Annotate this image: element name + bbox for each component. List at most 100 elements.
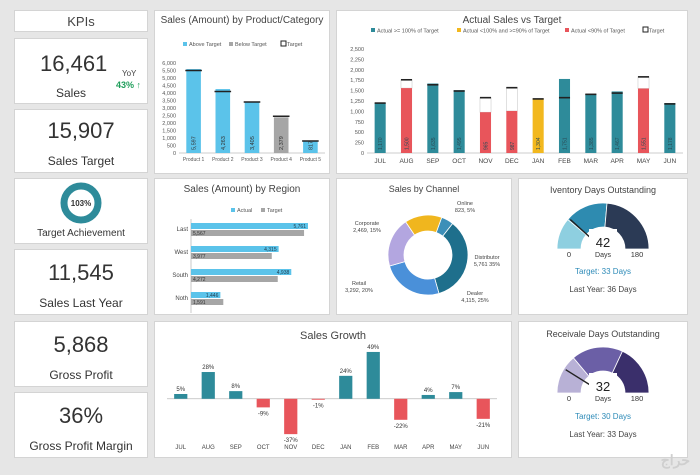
legend-label: Target xyxy=(649,29,665,35)
region-chart: Actual Target Last 5,761 5,567 West 4,315 3,977… xyxy=(172,208,308,313)
sales-label: Sales xyxy=(55,86,87,100)
gauge-min-label: 0 xyxy=(567,394,571,403)
actual-value-label: 5,761 xyxy=(293,224,306,230)
bar-value-label: 1,751 xyxy=(563,137,569,150)
bar xyxy=(427,83,439,153)
y-tick-label: 2,000 xyxy=(162,121,176,127)
legend-label: Actual >= 100% of Target xyxy=(377,29,439,35)
bar-value-label: 817 xyxy=(308,141,314,150)
target-value-label: 5,567 xyxy=(193,231,206,237)
y-tick-label: 0 xyxy=(173,151,176,157)
x-tick-label: FEB xyxy=(367,445,379,451)
x-tick-label: Product 5 xyxy=(300,157,322,163)
bar-value-label: 1,635 xyxy=(431,137,437,150)
growth-bar xyxy=(174,394,188,399)
growth-bar xyxy=(201,372,215,399)
legend-swatch xyxy=(183,42,187,46)
receivable-last-year: Last Year: 33 Days xyxy=(569,430,637,439)
x-tick-label: FEB xyxy=(558,158,571,165)
y-tick-label: 4,000 xyxy=(162,91,176,97)
yoy-label: YoY xyxy=(122,69,137,78)
x-tick-label: Product 2 xyxy=(212,157,234,163)
legend-label: Below Target xyxy=(235,42,267,48)
growth-value-label: 49% xyxy=(367,345,380,351)
gross-profit-card: 5,868 Gross Profit xyxy=(14,321,148,387)
growth-value-label: -22% xyxy=(394,424,409,430)
x-tick-label: SEP xyxy=(230,445,242,451)
target-gap-outline xyxy=(479,97,492,113)
gross-profit-margin-card: 36% Gross Profit Margin xyxy=(14,392,148,458)
sales-target-label: Sales Target xyxy=(47,154,115,168)
y-tick-label: 250 xyxy=(355,141,364,147)
channel-chart-card: Sales by Channel Online 823, 5% Distributo… xyxy=(336,178,512,315)
x-tick-label: JAN xyxy=(340,445,351,451)
legend-label: Actual <90% of Target xyxy=(571,29,625,35)
bar xyxy=(244,101,260,153)
legend-label: Above Target xyxy=(189,42,222,48)
bar-value-label: 1,385 xyxy=(589,137,595,150)
y-tick-label: 5,000 xyxy=(162,76,176,82)
slice-name-label: Online xyxy=(457,201,473,207)
growth-value-label: 8% xyxy=(231,384,240,390)
gauge-value: 32 xyxy=(596,379,610,394)
growth-bar xyxy=(229,391,243,399)
slice-name-label: Retail xyxy=(352,281,366,287)
x-tick-label: MAY xyxy=(637,158,651,165)
growth-chart-card: Sales Growth 5% JUL 28% AUG 8% SEP -9% OCT -37% N… xyxy=(154,321,512,458)
bar-value-label: 1,500 xyxy=(405,137,411,150)
x-tick-label: DEC xyxy=(505,158,519,165)
gauge-band xyxy=(611,350,650,394)
growth-chart: 5% JUL 28% AUG 8% SEP -9% OCT -37%NOV -1% DEC 24% JA… xyxy=(167,345,497,451)
legend-swatch xyxy=(457,28,461,32)
target-value-label: 1,591 xyxy=(193,300,206,306)
receivable-gauge: 32 Days 0 180 xyxy=(556,346,650,403)
growth-bar xyxy=(421,394,435,399)
sales-last-year-value: 11,545 xyxy=(48,260,114,285)
target-bar xyxy=(191,276,278,282)
growth-value-label: 4% xyxy=(424,388,433,394)
growth-bar xyxy=(256,398,270,408)
legend-swatch xyxy=(229,42,233,46)
gross-profit-label: Gross Profit xyxy=(49,368,113,382)
target-gap-outline xyxy=(637,76,650,89)
y-tick-label: 4,500 xyxy=(162,84,176,90)
legend-label: Actual <100% and >=90% of Target xyxy=(463,29,550,35)
bar xyxy=(186,69,201,153)
inventory-target: Target: 33 Days xyxy=(574,267,632,276)
y-tick-label: 750 xyxy=(355,120,364,126)
y-tick-label: 1,000 xyxy=(162,136,176,142)
growth-bar xyxy=(366,351,380,399)
bar xyxy=(215,89,231,153)
actual-value-label: 1,446 xyxy=(206,293,219,299)
y-tick-label: 1,250 xyxy=(350,99,364,105)
gross-profit-margin-value: 36% xyxy=(58,403,104,428)
x-tick-label: JUL xyxy=(374,158,386,165)
growth-value-label: 24% xyxy=(340,369,353,375)
y-tick-label: 500 xyxy=(355,130,364,136)
bar-value-label: 2,379 xyxy=(279,136,285,150)
growth-value-label: 7% xyxy=(451,385,460,391)
x-tick-label: MAY xyxy=(449,445,462,451)
x-tick-label: JUN xyxy=(477,445,489,451)
growth-value-label: -9% xyxy=(258,411,269,417)
growth-bar xyxy=(339,375,353,399)
region-chart-title: Sales (Amount) by Region xyxy=(183,184,301,195)
gauge-unit: Days xyxy=(595,396,611,403)
target-bar xyxy=(191,253,272,259)
donut-slice xyxy=(405,214,443,236)
actual-bar xyxy=(191,269,292,275)
slice-value-label: 4,115, 25% xyxy=(461,298,489,304)
x-tick-label: NOV xyxy=(478,158,493,165)
slice-name-label: Distributor xyxy=(474,255,499,261)
target-gap-outline xyxy=(400,79,413,89)
yoy-value: 43% ↑ xyxy=(116,80,142,90)
monthly-chart-title: Actual Sales vs Target xyxy=(462,15,562,26)
growth-bar xyxy=(476,398,490,419)
inventory-gauge: 42 Days 0 180 xyxy=(556,202,650,259)
slice-value-label: 2,469, 15% xyxy=(353,228,381,234)
gauge-center xyxy=(589,229,617,259)
sales-card: 16,461 YoY 43% ↑ Sales xyxy=(14,38,148,104)
region-chart-card: Sales (Amount) by Region Actual Target Las… xyxy=(154,178,330,315)
legend-swatch xyxy=(371,28,375,32)
bar xyxy=(558,78,571,153)
